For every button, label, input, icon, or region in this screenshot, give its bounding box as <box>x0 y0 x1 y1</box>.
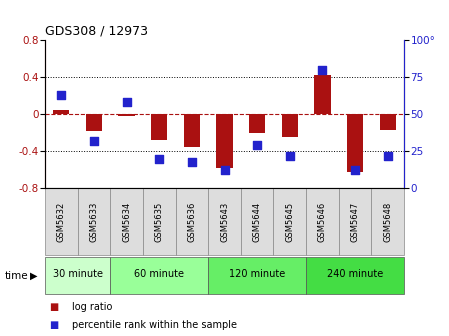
Bar <box>110 188 143 255</box>
Bar <box>86 114 102 131</box>
Bar <box>249 114 265 133</box>
Text: 120 minute: 120 minute <box>229 268 285 279</box>
Bar <box>314 76 330 114</box>
Text: GSM5648: GSM5648 <box>383 202 392 242</box>
Point <box>286 153 293 158</box>
Bar <box>45 257 110 294</box>
Text: GSM5644: GSM5644 <box>253 202 262 242</box>
Text: GSM5632: GSM5632 <box>57 202 66 242</box>
Text: GSM5643: GSM5643 <box>220 202 229 242</box>
Text: GSM5647: GSM5647 <box>351 202 360 242</box>
Bar <box>208 188 241 255</box>
Point <box>221 168 228 173</box>
Point <box>90 138 97 143</box>
Bar <box>371 188 404 255</box>
Point <box>352 168 359 173</box>
Bar <box>78 188 110 255</box>
Point <box>123 100 130 105</box>
Text: ■: ■ <box>49 320 59 330</box>
Point <box>319 67 326 73</box>
Text: 60 minute: 60 minute <box>134 268 184 279</box>
Text: GSM5634: GSM5634 <box>122 202 131 242</box>
Bar <box>45 188 78 255</box>
Point <box>156 156 163 161</box>
Bar <box>208 257 306 294</box>
Text: log ratio: log ratio <box>72 302 112 312</box>
Text: time: time <box>4 270 28 281</box>
Bar <box>143 188 176 255</box>
Bar <box>241 188 273 255</box>
Text: GSM5645: GSM5645 <box>285 202 294 242</box>
Text: GSM5635: GSM5635 <box>155 202 164 242</box>
Bar <box>282 114 298 137</box>
Bar <box>151 114 167 140</box>
Bar <box>119 114 135 116</box>
Bar <box>306 188 339 255</box>
Bar <box>110 257 208 294</box>
Text: 30 minute: 30 minute <box>53 268 102 279</box>
Bar <box>176 188 208 255</box>
Text: ▶: ▶ <box>30 270 37 281</box>
Bar <box>216 114 233 168</box>
Bar <box>347 114 363 172</box>
Text: 240 minute: 240 minute <box>327 268 383 279</box>
Bar <box>273 188 306 255</box>
Text: GSM5636: GSM5636 <box>187 202 196 242</box>
Bar <box>339 188 371 255</box>
Text: ■: ■ <box>49 302 59 312</box>
Bar <box>53 110 70 114</box>
Text: GSM5633: GSM5633 <box>89 202 98 242</box>
Text: GDS308 / 12973: GDS308 / 12973 <box>45 25 148 38</box>
Bar <box>306 257 404 294</box>
Text: GSM5646: GSM5646 <box>318 202 327 242</box>
Point <box>384 153 392 158</box>
Bar <box>379 114 396 130</box>
Text: percentile rank within the sample: percentile rank within the sample <box>72 320 237 330</box>
Point <box>254 142 261 148</box>
Bar <box>184 114 200 146</box>
Point <box>57 92 65 98</box>
Point <box>188 159 195 164</box>
